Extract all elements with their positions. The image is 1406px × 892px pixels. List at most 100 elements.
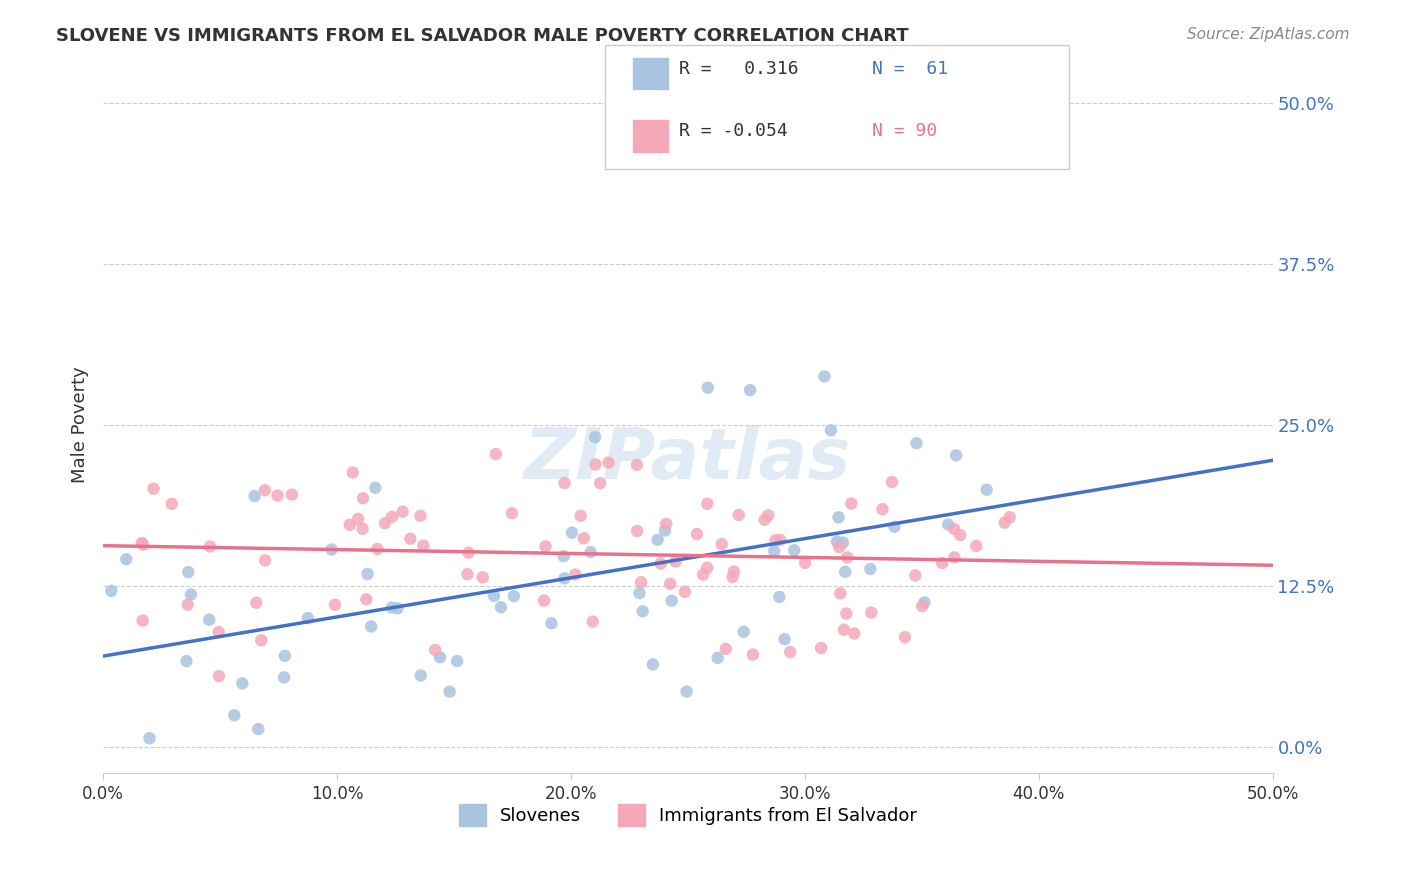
- Text: N = 90: N = 90: [872, 122, 936, 140]
- Point: [721, 570, 744, 584]
- Point: [540, 616, 562, 631]
- Point: [360, 619, 382, 633]
- Point: [489, 600, 512, 615]
- Point: [655, 516, 678, 531]
- Point: [631, 604, 654, 618]
- Point: [409, 668, 432, 682]
- Point: [859, 562, 882, 576]
- Point: [998, 510, 1021, 524]
- Point: [366, 541, 388, 556]
- Point: [177, 565, 200, 579]
- Point: [176, 654, 198, 668]
- Point: [673, 584, 696, 599]
- Point: [832, 623, 855, 637]
- Point: [274, 648, 297, 663]
- Point: [860, 606, 883, 620]
- Point: [177, 598, 200, 612]
- Point: [273, 670, 295, 684]
- Point: [733, 624, 755, 639]
- Point: [810, 641, 832, 656]
- Point: [352, 491, 374, 506]
- Point: [659, 577, 682, 591]
- Text: Source: ZipAtlas.com: Source: ZipAtlas.com: [1187, 27, 1350, 42]
- Point: [943, 522, 966, 536]
- Text: R = -0.054: R = -0.054: [679, 122, 787, 140]
- Point: [598, 456, 620, 470]
- Point: [412, 539, 434, 553]
- Point: [769, 533, 792, 547]
- Point: [768, 590, 790, 604]
- Point: [696, 561, 718, 575]
- Point: [533, 593, 555, 607]
- Point: [138, 731, 160, 746]
- Point: [773, 632, 796, 646]
- Point: [339, 517, 361, 532]
- Point: [180, 587, 202, 601]
- Text: R =   0.316: R = 0.316: [679, 60, 799, 78]
- Point: [160, 497, 183, 511]
- Point: [245, 596, 267, 610]
- Point: [381, 600, 404, 615]
- Point: [347, 512, 370, 526]
- Point: [965, 539, 987, 553]
- Point: [342, 466, 364, 480]
- Point: [692, 567, 714, 582]
- Point: [828, 540, 851, 554]
- Point: [501, 506, 523, 520]
- Point: [825, 534, 848, 549]
- Point: [894, 630, 917, 644]
- Point: [626, 458, 648, 472]
- Point: [583, 430, 606, 444]
- Point: [374, 516, 396, 531]
- Point: [572, 531, 595, 545]
- Point: [198, 540, 221, 554]
- Point: [457, 546, 479, 560]
- Point: [482, 589, 505, 603]
- Point: [553, 571, 575, 585]
- Point: [364, 481, 387, 495]
- Point: [696, 497, 718, 511]
- Y-axis label: Male Poverty: Male Poverty: [72, 367, 89, 483]
- Point: [352, 522, 374, 536]
- Point: [132, 538, 155, 552]
- Point: [485, 447, 508, 461]
- Point: [589, 476, 612, 491]
- Point: [253, 483, 276, 498]
- Point: [247, 722, 270, 736]
- Point: [949, 528, 972, 542]
- Point: [356, 592, 378, 607]
- Point: [650, 557, 672, 571]
- Point: [100, 583, 122, 598]
- Point: [321, 542, 343, 557]
- Point: [779, 645, 801, 659]
- Point: [254, 553, 277, 567]
- Point: [834, 565, 856, 579]
- Point: [626, 524, 648, 538]
- Point: [198, 613, 221, 627]
- Point: [381, 509, 404, 524]
- Point: [794, 556, 817, 570]
- Point: [936, 517, 959, 532]
- Point: [446, 654, 468, 668]
- Point: [534, 540, 557, 554]
- Point: [628, 586, 651, 600]
- Point: [911, 599, 934, 614]
- Point: [266, 489, 288, 503]
- Point: [727, 508, 749, 522]
- Text: SLOVENE VS IMMIGRANTS FROM EL SALVADOR MALE POVERTY CORRELATION CHART: SLOVENE VS IMMIGRANTS FROM EL SALVADOR M…: [56, 27, 908, 45]
- Point: [250, 633, 273, 648]
- Point: [754, 513, 776, 527]
- Point: [994, 516, 1017, 530]
- Point: [142, 482, 165, 496]
- Point: [883, 520, 905, 534]
- Point: [837, 550, 859, 565]
- Point: [641, 657, 664, 672]
- Point: [502, 589, 524, 603]
- Point: [696, 381, 718, 395]
- Point: [813, 369, 835, 384]
- Point: [830, 586, 852, 600]
- Point: [391, 505, 413, 519]
- Text: N =  61: N = 61: [872, 60, 948, 78]
- Point: [561, 525, 583, 540]
- Point: [945, 449, 967, 463]
